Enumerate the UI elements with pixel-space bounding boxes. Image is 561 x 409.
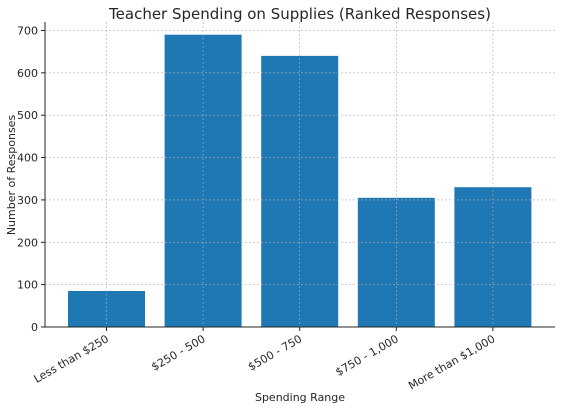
y-tick-label: 100 <box>17 279 38 292</box>
y-tick-label: 600 <box>17 67 38 80</box>
y-tick-label: 400 <box>17 152 38 165</box>
y-tick-label: 300 <box>17 194 38 207</box>
y-axis-label: Number of Responses <box>5 115 18 236</box>
bar <box>68 290 145 327</box>
y-tick-label: 200 <box>17 236 38 249</box>
x-tick-label: $750 - 1,000 <box>333 332 401 378</box>
y-axis-ticks: 0 100 200 300 400 500 600 700 <box>17 24 45 334</box>
x-tick-label: Less than $250 <box>32 332 111 385</box>
y-tick-label: 0 <box>31 321 38 334</box>
x-axis-ticks: Less than $250 $250 - 500 $500 - 750 $750 -… <box>32 327 497 392</box>
x-tick-label: $250 - 500 <box>149 332 207 373</box>
chart-title: Teacher Spending on Supplies (Ranked Res… <box>108 5 491 23</box>
x-tick-label: $500 - 750 <box>246 332 304 373</box>
y-tick-label: 500 <box>17 109 38 122</box>
x-axis-label: Spending Range <box>255 391 345 404</box>
x-tick-label: More than $1,000 <box>406 332 497 392</box>
y-tick-label: 700 <box>17 24 38 37</box>
